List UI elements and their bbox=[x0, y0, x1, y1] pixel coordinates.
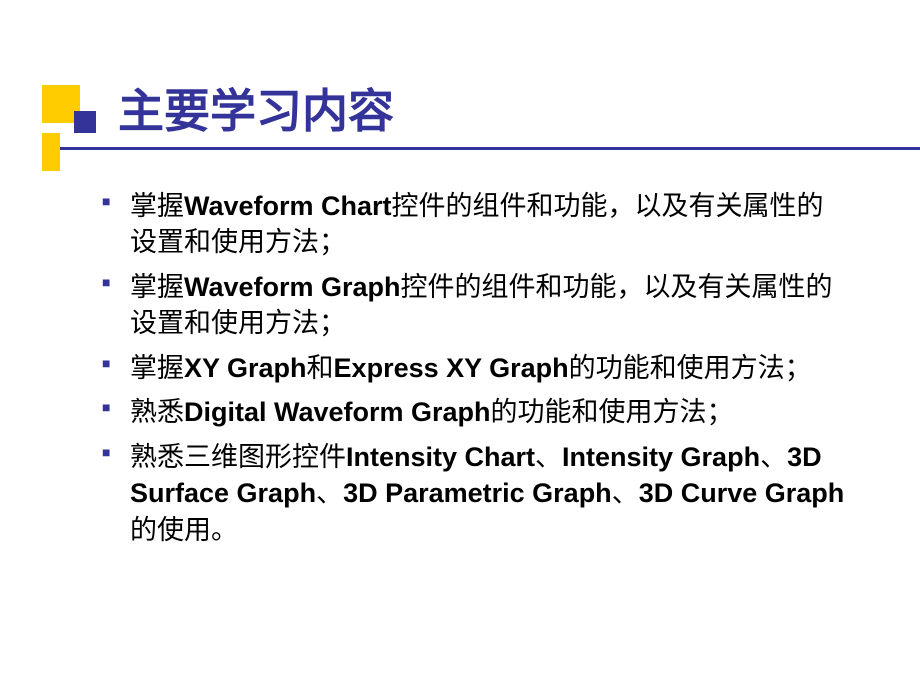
bullet-text-part: 、 bbox=[316, 478, 343, 508]
bullet-text-part: XY Graph bbox=[184, 353, 307, 383]
bullet-item: 掌握XY Graph和Express XY Graph的功能和使用方法； bbox=[102, 350, 850, 386]
bullet-text-part: 3D Curve Graph bbox=[639, 478, 845, 508]
bullet-text-part: 掌握 bbox=[130, 353, 184, 383]
bullet-text-part: 掌握 bbox=[130, 272, 184, 302]
bullet-text-part: 、 bbox=[760, 442, 787, 472]
bullet-text-part: 的使用。 bbox=[130, 515, 238, 545]
deco-square-yellow-small bbox=[42, 133, 60, 171]
bullet-item: 熟悉三维图形控件Intensity Chart、Intensity Graph、… bbox=[102, 439, 850, 548]
bullet-item: 掌握Waveform Chart控件的组件和功能，以及有关属性的设置和使用方法； bbox=[102, 188, 850, 261]
bullet-text-part: Express XY Graph bbox=[334, 353, 569, 383]
bullet-text-part: 掌握 bbox=[130, 191, 184, 221]
bullet-text-part: 熟悉 bbox=[130, 397, 184, 427]
title-area: 主要学习内容 bbox=[60, 75, 860, 150]
bullet-text-part: 、 bbox=[612, 478, 639, 508]
bullet-text-part: Intensity Graph bbox=[562, 442, 760, 472]
slide-title: 主要学习内容 bbox=[60, 75, 860, 147]
bullet-text-part: 3D Parametric Graph bbox=[343, 478, 612, 508]
bullet-text-part: Waveform Graph bbox=[184, 272, 401, 302]
bullet-text-part: 的功能和使用方法； bbox=[491, 397, 734, 427]
bullet-text-part: 和 bbox=[307, 353, 334, 383]
bullet-text-part: Waveform Chart bbox=[184, 191, 392, 221]
title-underline bbox=[42, 147, 920, 150]
bullet-text-part: 的功能和使用方法； bbox=[569, 353, 812, 383]
deco-square-blue bbox=[74, 111, 96, 133]
bullet-text-part: 熟悉三维图形控件 bbox=[130, 442, 346, 472]
slide-container: 主要学习内容 掌握Waveform Chart控件的组件和功能，以及有关属性的设… bbox=[0, 0, 920, 690]
bullet-text-part: Intensity Chart bbox=[346, 442, 535, 472]
bullet-list: 掌握Waveform Chart控件的组件和功能，以及有关属性的设置和使用方法；… bbox=[60, 188, 860, 548]
bullet-item: 掌握Waveform Graph控件的组件和功能，以及有关属性的设置和使用方法； bbox=[102, 269, 850, 342]
bullet-item: 熟悉Digital Waveform Graph的功能和使用方法； bbox=[102, 394, 850, 430]
bullet-text-part: Digital Waveform Graph bbox=[184, 397, 491, 427]
bullet-text-part: 、 bbox=[535, 442, 562, 472]
